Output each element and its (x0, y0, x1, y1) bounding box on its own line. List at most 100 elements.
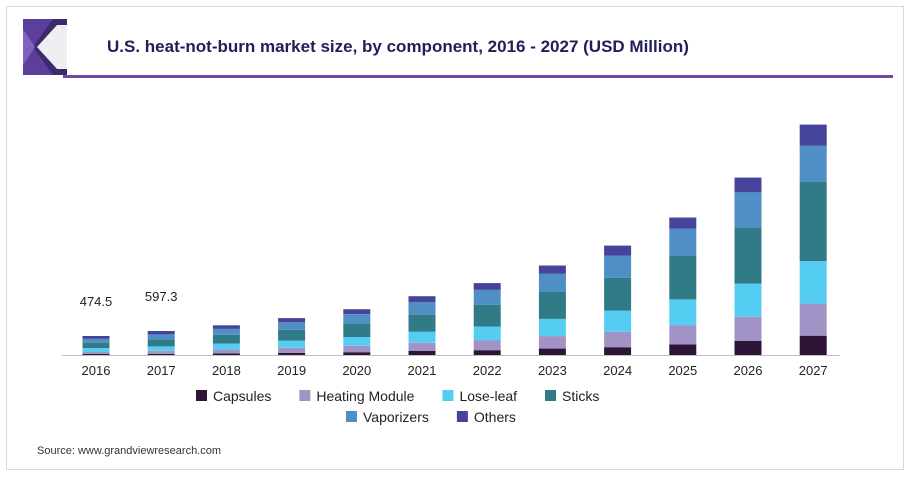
bar-capsules-2022 (473, 350, 501, 355)
chart-header: U.S. heat-not-burn market size, by compo… (7, 7, 903, 87)
bar-heating-module-2022 (473, 340, 501, 351)
bar-lose-leaf-2020 (343, 336, 371, 346)
bar-sticks-2020 (343, 323, 371, 337)
bar-heating-module-2020 (343, 345, 371, 353)
bar-lose-leaf-2016 (82, 348, 110, 352)
bar-lose-leaf-2022 (473, 326, 501, 341)
x-tick-label: 2020 (342, 363, 371, 378)
bar-capsules-2023 (538, 348, 566, 355)
x-tick-label: 2019 (277, 363, 306, 378)
bar-capsules-2016 (82, 354, 110, 355)
bar-lose-leaf-2026 (734, 283, 762, 317)
bar-sticks-2024 (604, 277, 632, 311)
x-tick-label: 2024 (603, 363, 632, 378)
legend-label: Vaporizers (363, 409, 429, 425)
bar-sticks-2016 (82, 342, 110, 348)
bar-sticks-2026 (734, 227, 762, 284)
legend-swatch (442, 390, 454, 401)
bar-others-2023 (538, 265, 566, 274)
bar-heating-module-2024 (604, 331, 632, 348)
bar-capsules-2018 (212, 353, 240, 355)
bar-others-2026 (734, 177, 762, 193)
x-tick-label: 2027 (799, 363, 828, 378)
x-tick-label: 2018 (212, 363, 241, 378)
x-tick-label: 2016 (82, 363, 111, 378)
bar-heating-module-2025 (669, 325, 697, 345)
data-label: 474.5 (80, 294, 113, 309)
bar-lose-leaf-2025 (669, 299, 697, 326)
bar-sticks-2027 (799, 181, 827, 262)
bar-others-2022 (473, 283, 501, 290)
bar-heating-module-2018 (212, 349, 240, 354)
bar-lose-leaf-2021 (408, 331, 436, 343)
x-tick-label: 2023 (538, 363, 567, 378)
bar-others-2018 (212, 325, 240, 329)
legend-swatch (346, 411, 357, 422)
bar-heating-module-2027 (799, 303, 827, 336)
bar-vaporizers-2017 (147, 334, 175, 340)
legend-swatch (299, 390, 311, 401)
source-note: Source: www.grandviewresearch.com (37, 445, 222, 457)
bar-capsules-2027 (799, 335, 827, 355)
legend-label: Sticks (562, 388, 599, 404)
legend-label: Others (474, 409, 516, 425)
bar-heating-module-2023 (538, 336, 566, 349)
bar-vaporizers-2016 (82, 338, 110, 343)
bar-lose-leaf-2017 (147, 346, 175, 351)
bar-lose-leaf-2027 (799, 261, 827, 304)
bar-vaporizers-2027 (799, 145, 827, 182)
bar-lose-leaf-2019 (278, 340, 306, 348)
bar-vaporizers-2026 (734, 192, 762, 228)
bar-others-2020 (343, 309, 371, 314)
brand-logo-icon (23, 19, 67, 75)
bar-sticks-2017 (147, 339, 175, 347)
bar-capsules-2025 (669, 344, 697, 355)
bar-heating-module-2026 (734, 316, 762, 341)
bar-vaporizers-2019 (278, 322, 306, 330)
bar-vaporizers-2025 (669, 228, 697, 256)
x-tick-label: 2025 (668, 363, 697, 378)
bar-capsules-2024 (604, 347, 632, 355)
legend-label: Capsules (213, 388, 271, 404)
bar-others-2025 (669, 217, 697, 229)
legend-swatch (545, 390, 557, 401)
x-tick-label: 2017 (147, 363, 176, 378)
bar-sticks-2021 (408, 314, 436, 332)
bar-vaporizers-2024 (604, 255, 632, 278)
bar-capsules-2021 (408, 351, 436, 355)
bar-heating-module-2019 (278, 347, 306, 353)
legend-label: Lose-leaf (459, 388, 517, 404)
bar-vaporizers-2022 (473, 290, 501, 305)
bar-others-2024 (604, 245, 632, 256)
bar-heating-module-2016 (82, 351, 110, 354)
x-tick-label: 2026 (734, 363, 763, 378)
title-underline (63, 75, 893, 78)
bar-capsules-2017 (147, 353, 175, 355)
bar-capsules-2019 (278, 352, 306, 355)
bar-lose-leaf-2024 (604, 310, 632, 332)
chart-title: U.S. heat-not-burn market size, by compo… (107, 37, 689, 56)
legend-swatch (196, 390, 207, 401)
legend-label: Heating Module (316, 388, 414, 404)
bar-lose-leaf-2023 (538, 318, 566, 337)
bar-heating-module-2021 (408, 342, 436, 351)
bar-sticks-2022 (473, 304, 501, 327)
legend-swatch (456, 411, 468, 422)
bar-sticks-2023 (538, 292, 566, 319)
bar-others-2017 (147, 331, 175, 335)
bar-sticks-2025 (669, 256, 697, 300)
bar-capsules-2020 (343, 352, 371, 355)
bar-capsules-2026 (734, 340, 762, 355)
bar-lose-leaf-2018 (212, 343, 240, 350)
bar-others-2019 (278, 318, 306, 323)
bar-vaporizers-2020 (343, 314, 371, 324)
bar-heating-module-2017 (147, 350, 175, 354)
x-tick-label: 2021 (408, 363, 437, 378)
x-tick-label: 2022 (473, 363, 502, 378)
bar-sticks-2019 (278, 329, 306, 341)
bar-others-2016 (82, 336, 110, 339)
data-label: 597.3 (145, 289, 178, 304)
bar-sticks-2018 (212, 334, 240, 344)
bar-vaporizers-2021 (408, 302, 436, 315)
